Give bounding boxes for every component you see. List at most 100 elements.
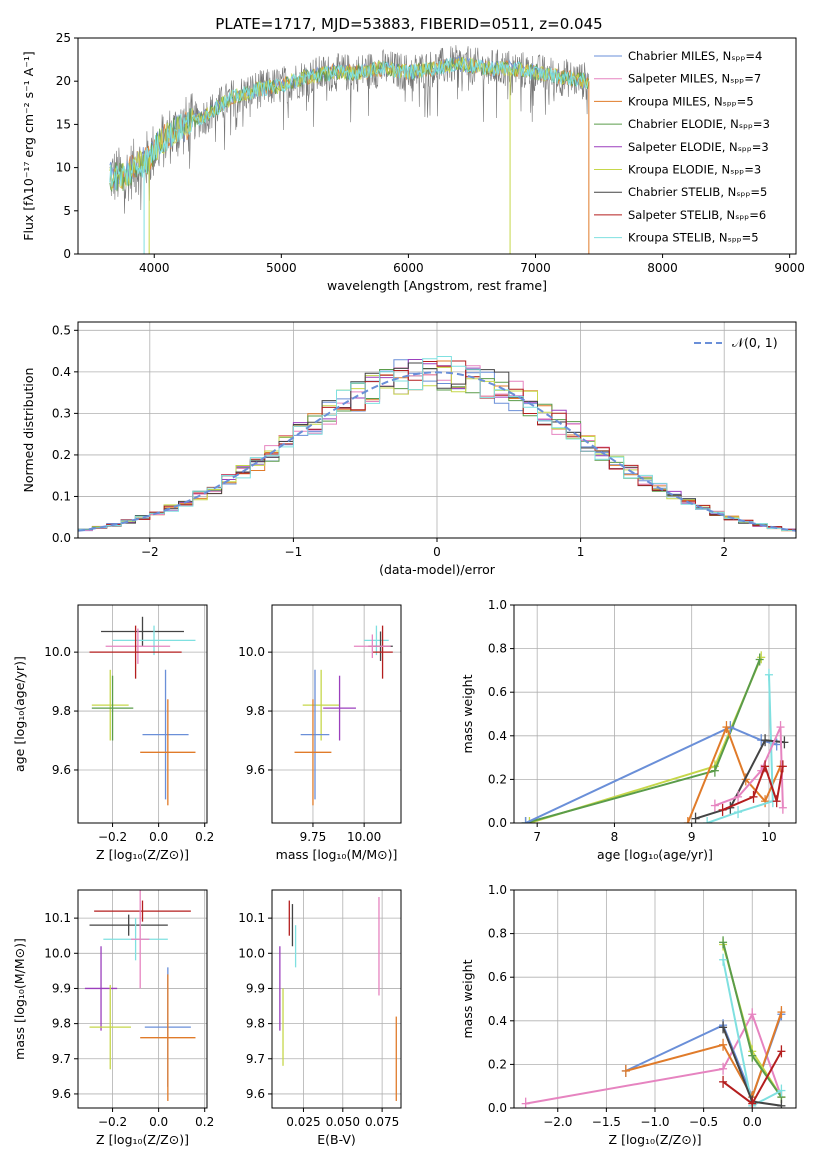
errorbars	[89, 616, 196, 806]
histogram-series	[78, 356, 796, 531]
axes-frame	[77, 889, 208, 1109]
x-tick-label: 7000	[520, 261, 551, 275]
plot-residuals: −2 −1 0 1 2 0.0 0.1 0.2 0.3 0.4 0.5 (data-model)/er…	[21, 321, 797, 577]
x-tick-label: 9.75	[300, 830, 327, 844]
x-tick-label: 5000	[266, 261, 297, 275]
normal-curve	[78, 371, 796, 532]
y-tick-label: 0.0	[52, 531, 71, 545]
y-tick-label: 0.5	[52, 323, 71, 337]
plot-mass_vs_ebv: 0.025 0.050 0.075 9.6 9.7 9.8 9.9 10.0 10.1 E(B-V…	[238, 889, 402, 1147]
y-tick-label: 0.2	[488, 1057, 507, 1071]
axes-frame	[513, 889, 797, 1109]
errorbars	[84, 890, 196, 1101]
y-tick-label: 0.8	[488, 642, 507, 656]
y-tick-label: 15	[56, 117, 71, 131]
axes-frame	[271, 889, 402, 1109]
plot-weight_vs_z: −2.0 −1.5 −1.0 −0.5 0.0 0.0 0.2 0.4 0.6 0.8 1.0 Z […	[460, 883, 797, 1147]
x-tick-label: 6000	[393, 261, 424, 275]
y-tick-label: 9.8	[52, 1017, 71, 1031]
y-tick-label: 9.8	[52, 704, 71, 718]
x-axis-label: Z [log₁₀(Z/Z⊙)]	[96, 847, 189, 862]
y-tick-label: 9.9	[246, 981, 265, 995]
y-tick-label: 0.2	[488, 772, 507, 786]
y-tick-label: 10.0	[44, 645, 71, 659]
x-axis-label: E(B-V)	[317, 1132, 356, 1147]
legend-entry: Salpeter ELODIE, Nₛₚₚ=3	[628, 140, 769, 154]
y-tick-label: 9.8	[246, 704, 265, 718]
histograms	[78, 356, 796, 532]
y-tick-label: 0	[63, 247, 71, 261]
chart-title: PLATE=1717, MJD=53883, FIBERID=0511, z=0…	[215, 15, 602, 33]
y-tick-label: 0.0	[488, 1101, 507, 1115]
axes-frame	[77, 604, 208, 824]
legend-entry: 𝒩(0, 1)	[732, 335, 778, 350]
x-tick-label: 0.0	[149, 1115, 168, 1129]
y-tick-label: 9.6	[246, 1087, 265, 1101]
legend-entry: Chabrier ELODIE, Nₛₚₚ=3	[628, 117, 770, 131]
spectrum-lines	[109, 45, 590, 254]
x-tick-label: 4000	[139, 261, 170, 275]
y-tick-label: 9.6	[52, 1087, 71, 1101]
y-tick-label: 0.6	[488, 970, 507, 984]
weight-lines	[521, 936, 786, 1108]
x-tick-label: −0.5	[689, 1115, 718, 1129]
x-tick-label: 8000	[647, 261, 678, 275]
x-axis-label: Z [log₁₀(Z/Z⊙)]	[96, 1132, 189, 1147]
y-tick-label: 9.8	[246, 1017, 265, 1031]
x-tick-label: 0.2	[195, 1115, 214, 1129]
y-tick-label: 10.0	[44, 946, 71, 960]
y-tick-label: 9.6	[246, 763, 265, 777]
legend-entry: Salpeter STELIB, Nₛₚₚ=6	[628, 208, 766, 222]
y-tick-label: 10.0	[238, 946, 265, 960]
weight-series	[625, 1011, 783, 1100]
x-tick-label: 0.0	[149, 830, 168, 844]
x-tick-label: 9	[688, 830, 696, 844]
plot-age_vs_mass: 9.75 10.00 9.6 9.8 10.0 mass [log₁₀(M/M⊙)]	[238, 604, 402, 862]
x-tick-label: 0.050	[326, 1115, 360, 1129]
x-tick-label: −0.2	[98, 830, 127, 844]
legend-entry: Chabrier STELIB, Nₛₚₚ=5	[628, 185, 767, 199]
y-tick-label: 10	[56, 161, 71, 175]
y-tick-label: 1.0	[488, 598, 507, 612]
y-tick-label: 25	[56, 31, 71, 45]
y-axis-label: Flux [fλ10⁻¹⁷ erg cm⁻² s⁻¹ A⁻¹]	[21, 51, 36, 240]
legend: Chabrier MILES, Nₛₚₚ=4 Salpeter MILES, Nₛ…	[594, 49, 770, 245]
x-tick-label: −2	[141, 545, 159, 559]
y-tick-label: 9.6	[52, 763, 71, 777]
x-tick-label: −2.0	[543, 1115, 572, 1129]
x-tick-label: 1	[577, 545, 585, 559]
y-tick-label: 0.0	[488, 816, 507, 830]
y-tick-label: 10.1	[44, 911, 71, 925]
x-tick-label: 0.2	[195, 830, 214, 844]
y-axis-label: Normed distribution	[21, 368, 36, 493]
y-tick-label: 9.7	[246, 1052, 265, 1066]
y-tick-label: 1.0	[488, 883, 507, 897]
y-axis-label: mass [log₁₀(M/M⊙)]	[12, 938, 27, 1060]
legend-entry: Kroupa ELODIE, Nₛₚₚ=3	[628, 163, 761, 177]
y-tick-label: 5	[63, 204, 71, 218]
y-tick-label: 0.4	[488, 1014, 507, 1028]
plot-mass_vs_z: −0.2 0.0 0.2 9.6 9.7 9.8 9.9 10.0 10.1 Z [log₁₀(Z…	[12, 889, 214, 1147]
axes-frame	[77, 37, 797, 255]
y-tick-label: 0.4	[52, 365, 71, 379]
y-tick-label: 0.8	[488, 927, 507, 941]
axes-frame	[271, 604, 402, 824]
axes-frame	[513, 604, 797, 824]
x-tick-label: −1.0	[640, 1115, 669, 1129]
y-tick-label: 0.6	[488, 685, 507, 699]
plot-age_vs_z: −0.2 0.0 0.2 9.6 9.8 10.0 Z [log₁₀(Z/Z⊙)] age […	[12, 604, 214, 862]
y-axis-label: age [log₁₀(age/yr)]	[12, 656, 27, 772]
x-tick-label: 7	[533, 830, 541, 844]
x-tick-label: 10	[761, 830, 776, 844]
y-tick-label: 0.4	[488, 729, 507, 743]
plot-weight_vs_age: 7 8 9 10 0.0 0.2 0.4 0.6 0.8 1.0 age [log₁₀(age/yr…	[460, 598, 797, 862]
x-tick-label: 0.0	[743, 1115, 762, 1129]
y-tick-label: 0.1	[52, 489, 71, 503]
weight-series	[525, 726, 777, 823]
x-tick-label: −0.2	[98, 1115, 127, 1129]
x-axis-label: mass [log₁₀(M/M⊙)]	[276, 847, 398, 862]
x-axis-label: (data-model)/error	[379, 562, 496, 577]
y-tick-label: 0.3	[52, 406, 71, 420]
weight-lines	[521, 651, 789, 823]
